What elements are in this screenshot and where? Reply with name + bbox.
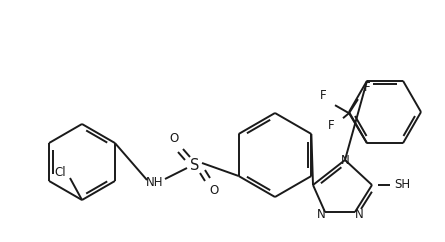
Text: F: F	[328, 119, 334, 132]
Text: O: O	[210, 184, 218, 197]
Text: Cl: Cl	[54, 166, 66, 179]
Text: F: F	[320, 89, 326, 102]
Text: S: S	[190, 158, 200, 173]
Text: NH: NH	[146, 176, 164, 189]
Text: N: N	[355, 207, 364, 220]
Text: F: F	[364, 81, 370, 94]
Text: N: N	[340, 153, 349, 166]
Text: SH: SH	[394, 179, 410, 191]
Text: O: O	[170, 133, 178, 145]
Text: N: N	[317, 207, 325, 220]
